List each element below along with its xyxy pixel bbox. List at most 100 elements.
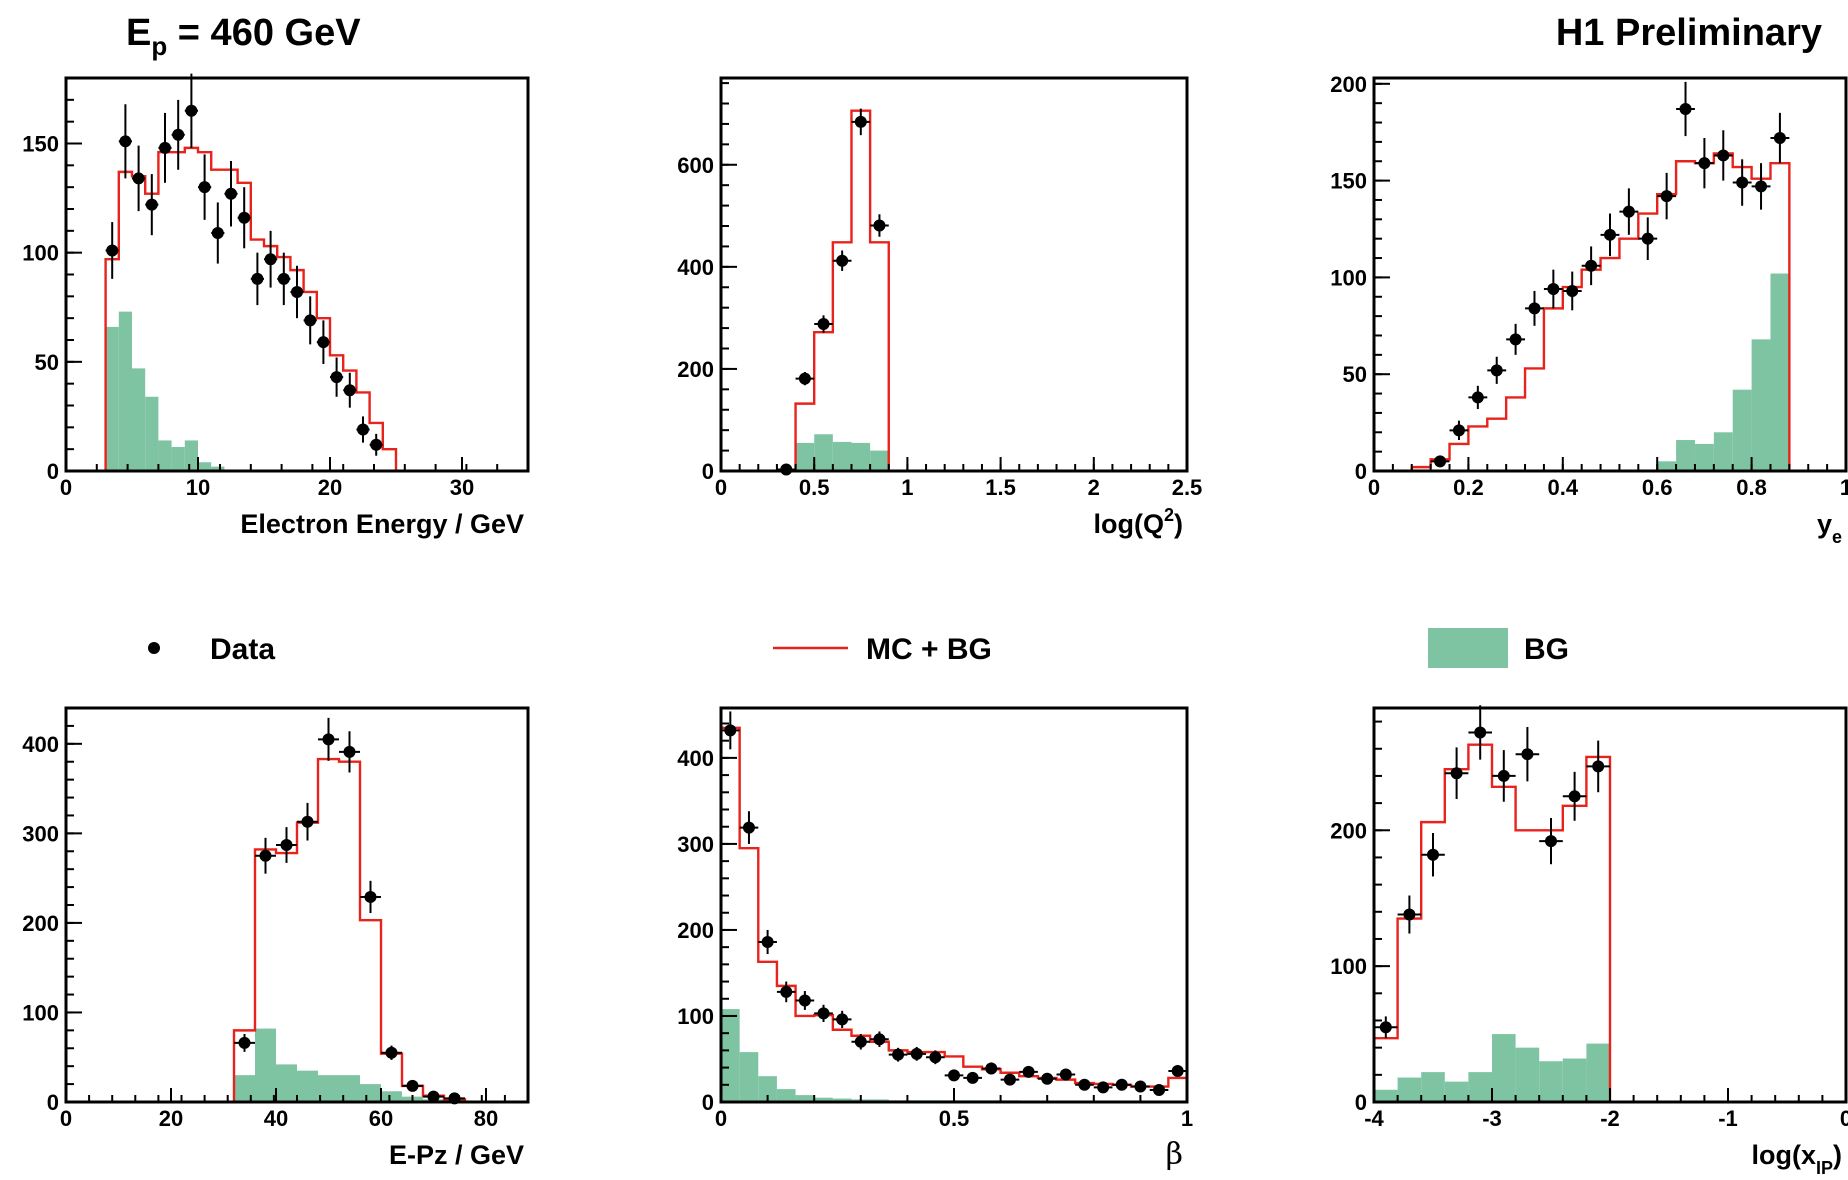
- x-tick-label: 0: [60, 1106, 72, 1131]
- x-tick-label: 2: [1088, 475, 1100, 500]
- legend-bg-swatch: [1428, 628, 1508, 668]
- x-axis-label: β: [1166, 1137, 1183, 1172]
- bg-bar: [198, 462, 212, 471]
- plot-frame: [64, 706, 530, 1104]
- legend-data-marker: [148, 642, 160, 654]
- data-point: [238, 211, 251, 224]
- data-point: [1078, 1078, 1091, 1091]
- bg-bar: [118, 311, 132, 471]
- data-point: [780, 985, 793, 998]
- y-tick-label: 0: [702, 1090, 714, 1115]
- y-tick-label: 0: [47, 1090, 59, 1115]
- y-tick-label: 400: [677, 746, 714, 771]
- data-point: [1717, 149, 1730, 162]
- x-tick-label: 40: [264, 1106, 288, 1131]
- data-point: [742, 821, 755, 834]
- x-tick-label: -3: [1482, 1106, 1502, 1131]
- data-point: [1452, 424, 1465, 437]
- data-point: [1403, 908, 1416, 921]
- e-pz-panel: 0 20 40 60 80 0 100 200 300 400 E-Pz / GeV: [22, 706, 530, 1170]
- bg-bar: [360, 1084, 381, 1102]
- data-point: [364, 890, 377, 903]
- data-point: [892, 1048, 905, 1061]
- bg-bar: [832, 441, 852, 471]
- bg-bar: [211, 466, 225, 471]
- data-point: [1660, 190, 1673, 203]
- y-tick-label: 100: [22, 1000, 59, 1025]
- data-point: [929, 1051, 942, 1064]
- data-point: [291, 285, 303, 298]
- y-tick-label: 400: [22, 732, 59, 757]
- x-axis-label: Electron Energy / GeV: [240, 509, 524, 539]
- data-point: [322, 733, 335, 746]
- data-point: [264, 253, 277, 266]
- bg-bar: [339, 1075, 360, 1102]
- data-point: [1592, 760, 1605, 773]
- bg-bar: [1751, 339, 1771, 471]
- data-point: [343, 745, 356, 758]
- data-point: [1450, 767, 1463, 780]
- data-point: [761, 935, 774, 948]
- y-tick-label: 0: [702, 459, 714, 484]
- data-point: [873, 219, 886, 232]
- x-axis-label: ye: [1817, 509, 1842, 547]
- bg-bar: [832, 1098, 852, 1102]
- y-tick-label: 50: [1343, 362, 1367, 387]
- log-xip-panel: -4 -3 -2 -1 0 0 100 200 log(xIP): [1330, 705, 1848, 1178]
- bg-bar: [1539, 1061, 1563, 1102]
- data-point: [1134, 1080, 1147, 1093]
- legend-bg-label: BG: [1524, 633, 1569, 666]
- beam-energy-title: Ep = 460 GeV: [126, 12, 361, 61]
- data-point: [370, 438, 383, 451]
- x-tick-label: 0.5: [939, 1106, 970, 1131]
- y-tick-label: 100: [22, 241, 59, 266]
- y-tick-label: 100: [1330, 265, 1367, 290]
- data-point: [1641, 232, 1654, 245]
- x-tick-label: 0: [60, 475, 72, 500]
- y-tick-label: 400: [677, 255, 714, 280]
- bg-bar: [184, 440, 198, 471]
- x-axis-label: log(Q2): [1094, 505, 1184, 539]
- y-tick-label: 300: [677, 832, 714, 857]
- legend: Data MC + BG BG: [148, 628, 1569, 668]
- bg-bar: [132, 368, 146, 471]
- data-point: [159, 141, 171, 154]
- x-tick-label: 10: [186, 475, 210, 500]
- data-point: [145, 198, 158, 211]
- data-point: [1171, 1065, 1184, 1078]
- x-tick-label: 80: [474, 1106, 498, 1131]
- bg-bar: [1515, 1047, 1540, 1102]
- y-tick-label: 100: [1330, 954, 1367, 979]
- y-tick-label: 0: [1355, 1090, 1367, 1115]
- y-tick-label: 50: [35, 350, 59, 375]
- data-point: [277, 272, 290, 285]
- x-tick-label: 30: [450, 475, 474, 500]
- data-point: [1153, 1083, 1166, 1096]
- data-point: [132, 172, 145, 185]
- data-point: [357, 423, 369, 436]
- data-point: [817, 1007, 830, 1020]
- data-point: [1773, 132, 1786, 145]
- data-point: [119, 135, 132, 148]
- x-tick-label: 0: [1368, 475, 1380, 500]
- bg-bar: [105, 326, 119, 471]
- data-point: [259, 849, 272, 862]
- x-tick-label: 0: [715, 475, 727, 500]
- h1-preliminary-label: H1 Preliminary: [1556, 12, 1822, 54]
- data-point: [1528, 302, 1541, 315]
- data-point: [1490, 364, 1503, 377]
- legend-data-label: Data: [210, 633, 275, 666]
- y-tick-label: 150: [1330, 169, 1367, 194]
- data-point: [1474, 726, 1487, 739]
- bg-bar: [1468, 1072, 1492, 1102]
- bg-bar: [1444, 1081, 1469, 1102]
- data-point: [1604, 228, 1616, 241]
- data-point: [211, 227, 224, 240]
- data-point: [1679, 102, 1692, 115]
- x-tick-label: -4: [1364, 1106, 1384, 1131]
- plot-frame: [1372, 76, 1848, 473]
- bg-bar: [1562, 1058, 1587, 1102]
- bg-bar: [1397, 1077, 1422, 1102]
- plot-frame: [719, 76, 1189, 473]
- data-point: [817, 318, 830, 331]
